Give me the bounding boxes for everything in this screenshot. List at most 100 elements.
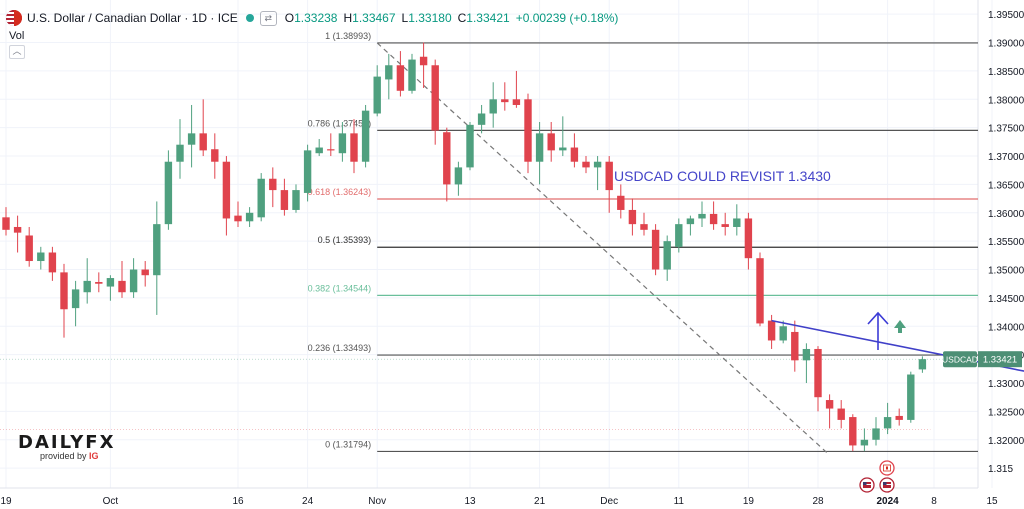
candle: [269, 167, 277, 208]
dailyfx-logo: DAILYFX provided by IG: [18, 432, 115, 461]
price-tag-symbol-bg: [943, 351, 977, 368]
candle-body: [350, 133, 358, 162]
candle: [744, 212, 753, 270]
candle: [524, 93, 532, 174]
market-status-icon: [245, 14, 254, 22]
candle-body: [849, 417, 857, 446]
us-event-icon[interactable]: [859, 477, 875, 493]
candle-body: [385, 65, 393, 80]
candle: [83, 258, 91, 304]
fib-level-label: 0.382 (1.34544): [308, 283, 372, 293]
us-event-icon[interactable]: [879, 477, 895, 493]
candle: [814, 346, 822, 412]
grid-lines: [0, 0, 993, 488]
candle: [71, 280, 80, 327]
compare-icon[interactable]: ⇄: [259, 10, 277, 26]
candle-body: [25, 235, 33, 262]
high-value: 1.33467: [352, 11, 396, 25]
x-tick-label: 15: [986, 496, 998, 507]
candle: [327, 133, 335, 157]
candle: [570, 133, 579, 168]
candle: [733, 204, 741, 236]
candle-body: [211, 149, 219, 162]
fibonacci-levels: 1 (1.38993) 0.786 (1.37452) 0.618 (1.36243…: [0, 31, 978, 453]
volume-label[interactable]: Vol: [9, 30, 25, 42]
candle-body: [883, 417, 892, 429]
candle: [350, 119, 358, 174]
candle-body: [547, 133, 555, 151]
candle: [176, 119, 184, 179]
open-value: 1.33238: [294, 11, 338, 25]
x-tick-label: 16: [232, 496, 244, 507]
us-canton: [883, 482, 887, 485]
candle-body: [222, 161, 231, 219]
x-tick-label: Dec: [600, 496, 618, 507]
us-stripe: [883, 484, 891, 485]
candle-body: [303, 150, 312, 193]
candle-body: [767, 320, 776, 341]
candle: [187, 104, 196, 168]
candle: [153, 201, 161, 315]
candle: [2, 207, 10, 236]
candle: [303, 144, 312, 202]
candle: [199, 99, 207, 157]
y-tick-label: 1.39000: [988, 39, 1024, 50]
candle-body: [48, 252, 57, 273]
candle: [918, 356, 927, 373]
economic-event-icons[interactable]: [859, 460, 895, 493]
candle-body: [814, 348, 822, 398]
fib-level-label: 0.5 (1.35393): [318, 235, 372, 245]
collapse-chevron-icon[interactable]: ︿: [9, 45, 25, 59]
x-axis[interactable]: 19 Oct 16 24 Nov 13 21 Dec 11 19 28 2024 8 15: [0, 496, 998, 507]
fib-level-label: 0.618 (1.36243): [308, 187, 372, 197]
candle: [559, 116, 567, 157]
candle-body: [837, 408, 845, 420]
candle: [686, 215, 695, 236]
chart-annotation: USDCAD COULD REVISIT 1.3430: [614, 168, 831, 184]
last-price-tag: USDCAD 1.33421: [942, 351, 1022, 368]
candle-body: [779, 326, 787, 341]
candle: [106, 275, 115, 301]
candle: [443, 127, 451, 202]
candle-body: [895, 415, 903, 420]
candle-body: [419, 56, 428, 66]
candle: [593, 156, 602, 191]
y-tick-label: 1.32500: [988, 407, 1024, 418]
fib-diagonal-line: [376, 42, 829, 454]
usd-cad-flag-icon: [6, 10, 22, 26]
x-tick-label: Oct: [103, 496, 119, 507]
candlesticks: [2, 42, 927, 452]
candle-body: [501, 99, 509, 103]
candle: [547, 122, 555, 162]
candle-body: [269, 178, 277, 191]
candle-body: [617, 195, 625, 210]
candle-body: [315, 147, 323, 154]
symbol-title[interactable]: U.S. Dollar / Canadian Dollar · 1D · ICE: [27, 11, 238, 25]
candle-body: [872, 428, 880, 440]
candle: [257, 173, 265, 222]
low-value: 1.33180: [408, 11, 452, 25]
candle-body: [199, 133, 207, 151]
y-tick-label: 1.33000: [988, 379, 1024, 390]
candle: [118, 261, 126, 298]
candle: [501, 82, 509, 111]
y-tick-label: 1.38000: [988, 95, 1024, 106]
candle-body: [675, 224, 683, 247]
candle: [779, 320, 787, 344]
candle-body: [234, 215, 242, 222]
candle-body: [141, 269, 149, 276]
candle: [477, 104, 486, 134]
candle: [222, 156, 231, 236]
candle-body: [628, 209, 637, 225]
x-tick-label: 8: [931, 496, 937, 507]
canada-event-icon[interactable]: [879, 460, 895, 476]
candle: [211, 133, 219, 179]
green-up-arrow-icon: [894, 320, 906, 333]
candle: [663, 235, 671, 281]
candle-body: [95, 282, 103, 284]
y-axis[interactable]: 1.39500 1.39000 1.38500 1.38000 1.37500 1.370…: [988, 10, 1024, 475]
us-canton: [863, 482, 867, 485]
y-tick-label: 1.37000: [988, 152, 1024, 163]
candle-body: [802, 348, 811, 361]
